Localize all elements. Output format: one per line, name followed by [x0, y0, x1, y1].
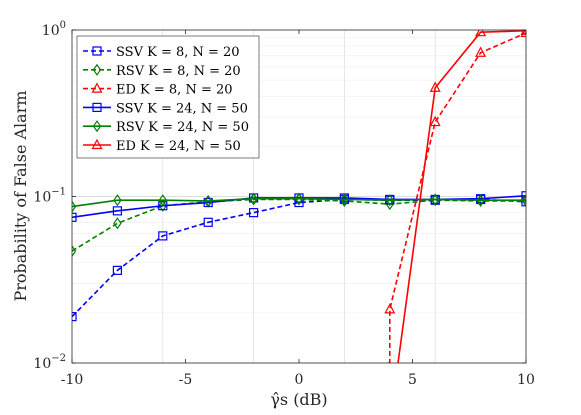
x-tick-label: 0: [295, 372, 304, 388]
marker-triangle: [475, 30, 487, 37]
marker-diamond: [72, 245, 77, 258]
y-tick-exponent: −1: [51, 187, 66, 198]
marker-square: [92, 102, 102, 113]
legend-item: SSV K = 24, N = 50: [83, 101, 248, 116]
series-layer: [72, 30, 526, 363]
marker-triangle: [429, 81, 441, 92]
legend-label: ED K = 8, N = 20: [116, 83, 233, 98]
marker-diamond: [92, 63, 102, 76]
legend-label: ED K = 24, N = 50: [116, 139, 241, 154]
series-line: [384, 32, 526, 363]
marker-square: [521, 191, 526, 201]
marker-square: [112, 206, 123, 216]
marker-diamond: [203, 194, 213, 208]
y-tick-base: 10: [33, 190, 51, 206]
marker-triangle: [429, 115, 441, 127]
legend-item: RSV K = 24, N = 50: [83, 120, 249, 135]
marker-diamond: [92, 120, 102, 133]
marker-square: [249, 208, 259, 218]
marker-diamond: [158, 199, 168, 212]
marker-diamond: [249, 192, 258, 205]
y-tick-exponent: 0: [60, 20, 66, 31]
y-axis-label: Probability of False Alarm: [11, 90, 30, 301]
legend-label: RSV K = 24, N = 50: [116, 120, 249, 135]
marker-diamond: [476, 194, 485, 207]
y-tick-label: 100: [42, 20, 66, 39]
marker-diamond: [385, 194, 395, 207]
legend-label: RSV K = 8, N = 20: [116, 64, 241, 79]
x-tick-label: -5: [179, 372, 193, 388]
legend-item: ED K = 8, N = 20: [83, 82, 233, 98]
legend-item: RSV K = 8, N = 20: [83, 63, 241, 79]
marker-square: [72, 311, 77, 322]
marker-triangle: [384, 303, 396, 314]
legend: SSV K = 8, N = 20 RSV K = 8, N = 20 ED K =…: [76, 35, 260, 159]
x-tick-label: -10: [61, 372, 84, 388]
y-tick-base: 10: [33, 356, 51, 372]
marker-diamond: [113, 194, 122, 207]
marker-diamond: [294, 192, 304, 205]
marker-diamond: [158, 194, 168, 207]
marker-diamond: [72, 200, 77, 213]
series-line: [397, 30, 526, 363]
series-line: [72, 197, 526, 208]
legend-box: [76, 35, 260, 159]
marker-triangle: [520, 30, 526, 38]
marker-triangle: [91, 138, 103, 150]
marker-square: [112, 265, 123, 275]
marker-diamond: [113, 217, 122, 230]
legend-item: SSV K = 8, N = 20: [83, 45, 240, 60]
y-tick-label: 10−2: [33, 353, 66, 372]
series-4: [72, 192, 526, 213]
marker-triangle: [475, 46, 487, 57]
y-tick-base: 10: [42, 23, 60, 39]
marker-triangle: [91, 82, 103, 93]
marker-diamond: [521, 194, 526, 207]
legend-item: ED K = 24, N = 50: [83, 138, 241, 154]
marker-square: [158, 201, 168, 211]
marker-square: [203, 217, 213, 227]
legend-label: SSV K = 8, N = 20: [116, 45, 240, 60]
marker-square: [92, 46, 102, 56]
x-tick-label: 5: [408, 372, 417, 388]
y-tick-exponent: −2: [51, 353, 66, 364]
x-axis-label: γ̂s (dB): [270, 390, 327, 409]
marker-square: [521, 197, 526, 207]
series-5: [397, 30, 526, 363]
marker-diamond: [430, 193, 440, 206]
y-tick-label: 10−1: [33, 187, 66, 206]
marker-square: [72, 212, 77, 222]
marker-diamond: [340, 193, 349, 206]
x-tick-label: 10: [517, 372, 535, 388]
legend-label: SSV K = 24, N = 50: [116, 101, 248, 116]
series-2: [384, 30, 526, 363]
marker-square: [158, 231, 168, 241]
